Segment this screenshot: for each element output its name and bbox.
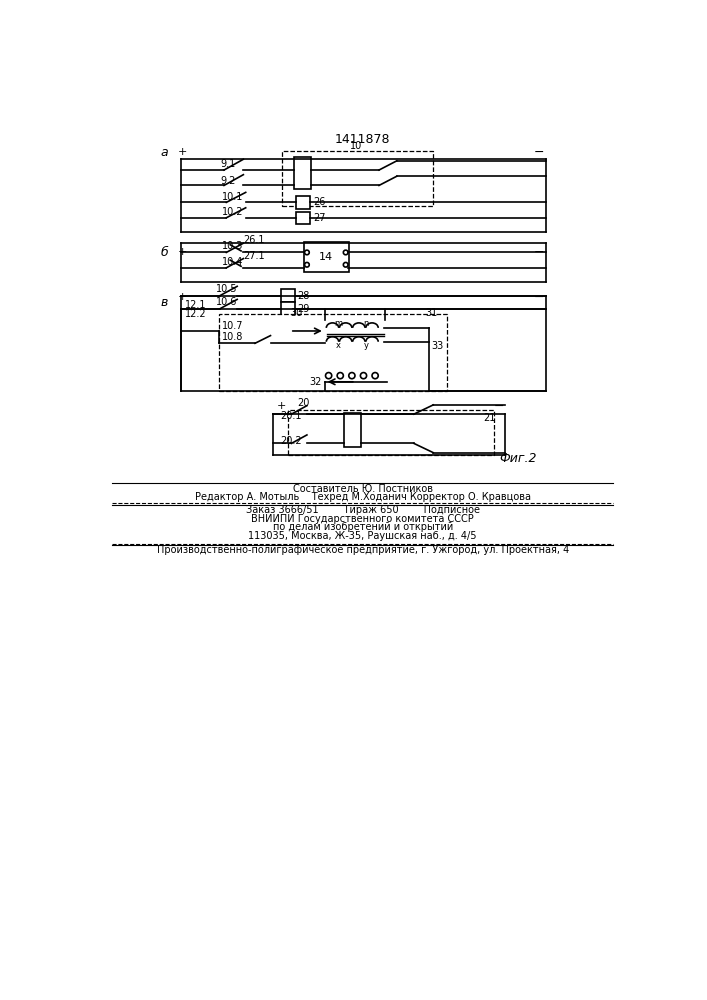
Text: 113035, Москва, Ж-35, Раушская наб., д. 4/5: 113035, Москва, Ж-35, Раушская наб., д. … <box>248 531 477 541</box>
Text: +: + <box>177 247 187 257</box>
Text: 10.7: 10.7 <box>222 321 243 331</box>
Text: 21: 21 <box>484 413 496 423</box>
Text: 20: 20 <box>298 398 310 408</box>
Text: 10.8: 10.8 <box>222 332 243 342</box>
Text: −: − <box>534 146 544 159</box>
Text: 12.2: 12.2 <box>185 309 207 319</box>
Text: −: − <box>493 400 504 413</box>
Text: 9.2: 9.2 <box>220 176 235 186</box>
Text: +: + <box>177 147 187 157</box>
Text: Производственно-полиграфическое предприятие, г. Ужгород, ул. Проектная, 4: Производственно-полиграфическое предприя… <box>156 545 569 555</box>
Text: 10.1: 10.1 <box>223 192 244 202</box>
Text: 10.2: 10.2 <box>223 207 244 217</box>
Text: +: + <box>276 401 286 411</box>
Bar <box>281 302 295 316</box>
Text: 10.4: 10.4 <box>222 257 243 267</box>
Text: 29: 29 <box>298 304 310 314</box>
Bar <box>296 212 310 224</box>
Text: Составитель Ю. Постников: Составитель Ю. Постников <box>293 484 433 494</box>
Bar <box>218 314 448 391</box>
Text: б: б <box>160 246 168 259</box>
Text: 32: 32 <box>309 377 322 387</box>
Text: 20.2: 20.2 <box>281 436 302 446</box>
Text: 27.1: 27.1 <box>243 251 265 261</box>
Text: 33: 33 <box>431 341 443 351</box>
Text: 10: 10 <box>350 141 362 151</box>
Text: в: в <box>160 296 168 309</box>
Text: m: m <box>334 319 343 328</box>
Text: 14: 14 <box>320 252 334 262</box>
Text: Фиг.2: Фиг.2 <box>499 452 537 465</box>
Text: 9.1: 9.1 <box>220 159 235 169</box>
Text: 10.3: 10.3 <box>222 241 243 251</box>
Text: −: − <box>534 246 544 259</box>
Text: по делам изобретений и открытий: по делам изобретений и открытий <box>273 522 453 532</box>
Text: 31: 31 <box>426 308 438 318</box>
Text: −: − <box>534 291 544 304</box>
Bar <box>293 157 311 189</box>
Text: n: n <box>363 319 368 328</box>
Text: 28: 28 <box>298 291 310 301</box>
Text: 27: 27 <box>313 213 326 223</box>
Bar <box>344 413 361 447</box>
Text: 1411878: 1411878 <box>335 133 390 146</box>
Text: y: y <box>363 341 368 350</box>
Text: +: + <box>177 292 187 302</box>
Text: Заказ 3666/51        Тираж 650        Подписное: Заказ 3666/51 Тираж 650 Подписное <box>246 505 480 515</box>
Text: x: x <box>337 341 341 350</box>
Bar <box>304 242 349 272</box>
Text: 26: 26 <box>313 197 325 207</box>
Text: 10.5: 10.5 <box>216 284 238 294</box>
Text: 10.6: 10.6 <box>216 297 238 307</box>
Text: 26.1: 26.1 <box>243 235 265 245</box>
Bar <box>282 151 433 206</box>
Text: Редактор А. Мотыль    Техред М.Ходанич Корректор О. Кравцова: Редактор А. Мотыль Техред М.Ходанич Корр… <box>194 492 531 502</box>
Text: 20.1: 20.1 <box>281 411 302 421</box>
Bar <box>296 196 310 209</box>
Text: а: а <box>160 146 168 159</box>
Text: ВНИИПИ Государственного комитета СССР: ВНИИПИ Государственного комитета СССР <box>252 514 474 524</box>
Bar <box>288 410 493 455</box>
Bar <box>281 289 295 302</box>
Text: 30: 30 <box>290 308 302 318</box>
Text: 12.1: 12.1 <box>185 300 206 310</box>
